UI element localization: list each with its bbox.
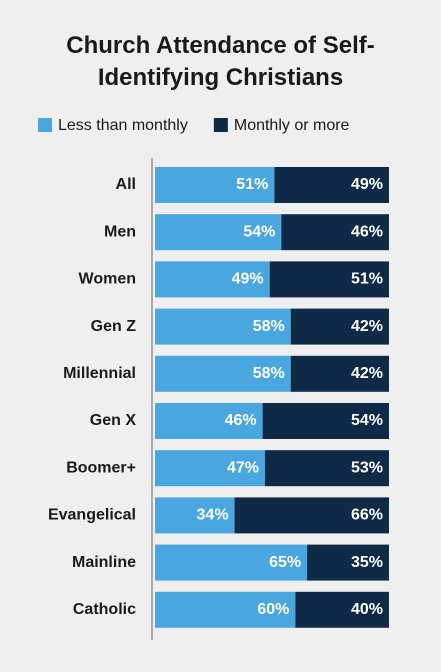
legend-label: Less than monthly [58,117,188,134]
bar-segment [234,497,389,534]
bar-segment [155,308,291,345]
category-label: Gen X [90,412,137,429]
bar-segment [155,167,275,203]
legend-swatch [213,118,228,132]
value-label: 42% [351,365,383,382]
value-label: 40% [351,601,383,618]
category-label: All [116,176,136,193]
bar-segment [155,450,265,487]
category-label: Men [104,223,136,240]
bar-segment [262,403,389,439]
bar-segment [155,497,235,534]
value-label: 51% [236,176,268,193]
bar-segment [155,544,308,581]
category-label: Evangelical [48,507,136,524]
value-label: 46% [351,223,383,240]
value-label: 60% [257,601,289,618]
value-label: 42% [351,318,383,335]
category-label: Women [79,271,136,288]
bar-segment [307,544,389,581]
bar-segment [290,355,389,392]
bar-segment [295,591,389,628]
bar-segment [155,591,296,628]
bar-segment [281,214,389,251]
value-label: 58% [253,318,285,335]
value-label: 58% [253,365,285,382]
category-label: Boomer+ [66,459,136,476]
value-label: 46% [225,412,257,429]
bar-segment [269,261,389,298]
bar-segment [155,403,263,439]
bar-segment [274,167,389,203]
category-label: Catholic [73,601,136,618]
legend-label: Monthly or more [234,117,350,134]
category-label: Millennial [63,365,136,382]
value-label: 34% [197,507,229,524]
value-label: 54% [351,412,383,429]
value-label: 53% [351,459,383,476]
bar-segment [290,308,389,345]
bar-segment [155,261,270,298]
legend-swatch [38,118,52,132]
category-label: Gen Z [91,318,137,335]
value-label: 66% [351,507,383,524]
value-label: 49% [351,176,383,193]
value-label: 54% [243,223,275,240]
value-label: 35% [351,554,383,571]
chart-title: Church Attendance of Self-Identifying Ch… [66,32,375,91]
value-label: 51% [351,271,383,288]
bar-segment [264,450,389,487]
category-label: Mainline [72,554,136,571]
bar-segment [155,355,291,392]
value-label: 47% [227,459,259,476]
value-label: 49% [232,271,264,288]
value-label: 65% [269,554,301,571]
bar-segment [155,214,282,251]
